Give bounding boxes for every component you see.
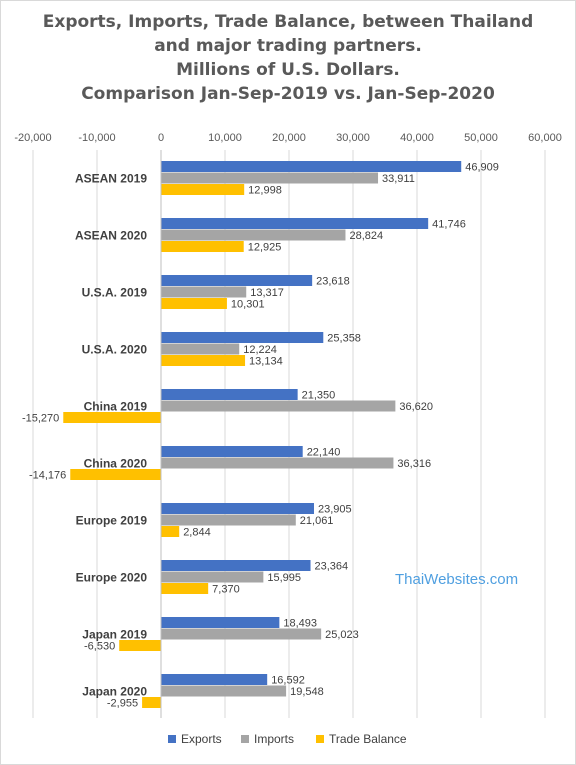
category-label: China 2019 xyxy=(84,399,148,413)
data-label: 28,824 xyxy=(349,230,383,242)
x-tick-label: -20,000 xyxy=(14,132,51,144)
category-label: U.S.A. 2020 xyxy=(82,342,148,356)
data-label: 10,301 xyxy=(231,299,265,311)
legend: Exports Imports Trade Balance xyxy=(168,732,407,746)
watermark: ThaiWebsites.com xyxy=(395,571,518,588)
data-label: 19,548 xyxy=(290,686,324,698)
data-label: 25,023 xyxy=(325,629,359,641)
data-label: 13,317 xyxy=(250,287,284,299)
data-label: 33,911 xyxy=(382,173,415,185)
x-tick-label: 50,000 xyxy=(464,132,498,144)
bar-exports xyxy=(161,560,311,571)
bar-trade-balance xyxy=(161,526,180,537)
legend-label: Exports xyxy=(181,732,222,746)
data-label: 36,620 xyxy=(399,401,433,413)
legend-swatch xyxy=(241,735,249,743)
data-label: 7,370 xyxy=(212,584,240,596)
bar-imports xyxy=(161,229,346,241)
data-label: 41,746 xyxy=(432,219,466,231)
bar-trade-balance xyxy=(161,298,227,309)
category-label: ASEAN 2020 xyxy=(75,228,147,242)
bar-imports xyxy=(161,514,296,526)
bar-trade-balance xyxy=(161,184,245,195)
legend-label: Imports xyxy=(254,732,294,746)
category-label: Japan 2019 xyxy=(82,627,147,641)
data-label: 21,061 xyxy=(300,515,334,527)
title-line-1: Exports, Imports, Trade Balance, between… xyxy=(42,12,534,32)
category-label: Europe 2020 xyxy=(76,570,148,584)
x-axis-ticks: -20,000 -10,000 0 10,000 20,000 30,000 40,000 5… xyxy=(14,132,561,144)
x-tick-label: 0 xyxy=(158,132,164,144)
data-label: -15,270 xyxy=(22,413,59,425)
bar-trade-balance xyxy=(161,241,244,252)
bar-exports xyxy=(161,332,324,343)
data-labels: 46,909 33,911 12,998 41,746 28,824 12,925 23,6… xyxy=(22,162,499,710)
bar-exports xyxy=(161,674,268,685)
bar-imports xyxy=(161,400,396,412)
x-tick-label: -10,000 xyxy=(78,132,115,144)
data-label: 23,905 xyxy=(318,504,352,516)
bar-imports xyxy=(161,286,247,298)
bar-exports xyxy=(161,389,298,400)
bar-trade-balance xyxy=(142,697,161,708)
x-tick-label: 20,000 xyxy=(272,132,306,144)
x-tick-label: 60,000 xyxy=(528,132,562,144)
bar-imports xyxy=(161,172,379,184)
bar-exports xyxy=(161,161,462,172)
data-label: 22,140 xyxy=(307,447,341,459)
chart-title: Exports, Imports, Trade Balance, between… xyxy=(0,10,576,106)
data-label: 25,358 xyxy=(327,333,361,345)
bar-exports xyxy=(161,503,314,514)
legend-swatch xyxy=(168,735,176,743)
data-label: 21,350 xyxy=(302,390,336,402)
data-label: -2,955 xyxy=(107,698,138,710)
bar-trade-balance xyxy=(70,469,161,480)
category-label: Japan 2020 xyxy=(82,684,147,698)
legend-label: Trade Balance xyxy=(329,732,407,746)
data-label: 12,925 xyxy=(248,242,282,254)
legend-swatch xyxy=(316,735,324,743)
data-label: 46,909 xyxy=(465,162,499,174)
data-label: 12,224 xyxy=(243,344,277,356)
bar-exports xyxy=(161,218,429,229)
bar-imports xyxy=(161,343,240,355)
title-line-3: Millions of U.S. Dollars. xyxy=(176,60,400,80)
category-label: ASEAN 2019 xyxy=(75,171,147,185)
data-label: 15,995 xyxy=(267,572,301,584)
category-label: Europe 2019 xyxy=(76,513,148,527)
x-tick-label: 40,000 xyxy=(400,132,434,144)
bar-trade-balance xyxy=(63,412,161,423)
data-label: -14,176 xyxy=(29,470,66,482)
bar-trade-balance xyxy=(119,640,161,651)
data-label: 23,618 xyxy=(316,276,350,288)
title-line-2: and major trading partners. xyxy=(154,36,422,56)
category-label: China 2020 xyxy=(84,456,148,470)
bar-exports xyxy=(161,617,280,628)
category-label: U.S.A. 2019 xyxy=(82,285,148,299)
bar-trade-balance xyxy=(161,355,246,366)
bar-exports xyxy=(161,275,313,286)
data-label: 13,134 xyxy=(249,356,283,368)
data-label: 18,493 xyxy=(283,618,317,630)
data-label: 36,316 xyxy=(397,458,431,470)
category-labels: ASEAN 2019 ASEAN 2020 U.S.A. 2019 U.S.A. 20… xyxy=(75,171,147,698)
bar-imports xyxy=(161,457,394,469)
data-label: 2,844 xyxy=(183,527,211,539)
x-tick-label: 30,000 xyxy=(336,132,370,144)
bar-exports xyxy=(161,446,303,457)
data-label: 16,592 xyxy=(271,675,305,687)
bar-imports xyxy=(161,571,264,583)
data-label: 23,364 xyxy=(315,561,349,573)
data-label: -6,530 xyxy=(84,641,115,653)
bar-imports xyxy=(161,685,287,697)
data-label: 12,998 xyxy=(248,185,282,197)
x-tick-label: 10,000 xyxy=(208,132,242,144)
bar-imports xyxy=(161,628,322,640)
bars xyxy=(63,150,462,718)
bar-trade-balance xyxy=(161,583,209,594)
title-line-4: Comparison Jan-Sep-2019 vs. Jan-Sep-2020 xyxy=(81,84,495,104)
